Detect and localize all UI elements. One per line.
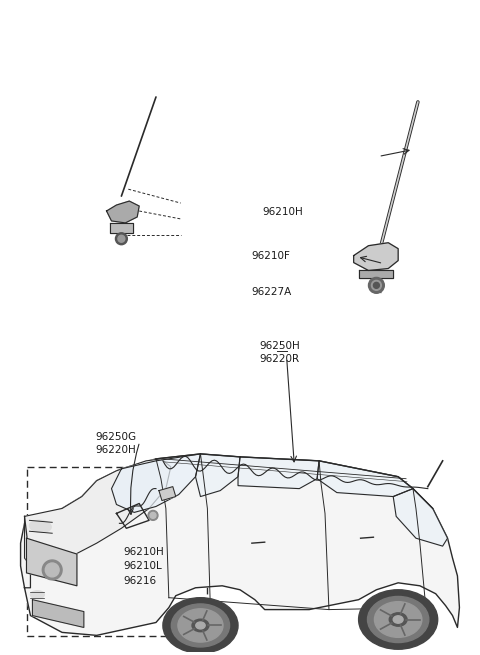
Circle shape (150, 512, 156, 518)
Text: 96210H: 96210H (124, 546, 165, 557)
Polygon shape (238, 457, 319, 489)
Circle shape (42, 560, 62, 580)
Polygon shape (359, 271, 393, 278)
Ellipse shape (368, 597, 429, 643)
Text: 96227A: 96227A (252, 287, 292, 297)
Text: 96210F: 96210F (252, 251, 290, 261)
Polygon shape (317, 461, 413, 496)
Circle shape (148, 510, 158, 520)
Polygon shape (24, 459, 171, 566)
Polygon shape (107, 201, 139, 223)
Polygon shape (26, 538, 77, 586)
Text: 96220H: 96220H (96, 445, 136, 455)
Ellipse shape (30, 591, 44, 599)
Polygon shape (159, 487, 176, 500)
Polygon shape (111, 454, 201, 512)
Text: 96250G: 96250G (96, 432, 136, 441)
Text: 96210L: 96210L (124, 561, 163, 572)
Ellipse shape (393, 616, 403, 623)
Polygon shape (393, 489, 447, 546)
Text: 96210H: 96210H (263, 207, 303, 217)
Circle shape (369, 278, 384, 293)
Polygon shape (21, 454, 459, 635)
Ellipse shape (359, 590, 438, 649)
Bar (26, 467, 207, 636)
Text: 96220R: 96220R (259, 354, 299, 364)
Polygon shape (33, 600, 84, 627)
Ellipse shape (163, 598, 238, 653)
Circle shape (116, 233, 127, 245)
Ellipse shape (192, 619, 209, 631)
Polygon shape (195, 454, 240, 496)
Ellipse shape (178, 608, 223, 642)
Ellipse shape (29, 520, 51, 533)
Polygon shape (109, 223, 133, 233)
Ellipse shape (196, 622, 205, 629)
Polygon shape (354, 243, 398, 271)
Text: 96216: 96216 (124, 576, 157, 586)
Ellipse shape (389, 613, 407, 626)
Circle shape (45, 563, 59, 577)
Text: 96250H: 96250H (259, 341, 300, 350)
Ellipse shape (374, 602, 422, 637)
Circle shape (373, 282, 379, 288)
Circle shape (118, 235, 125, 242)
Ellipse shape (171, 604, 229, 647)
Circle shape (372, 280, 381, 290)
